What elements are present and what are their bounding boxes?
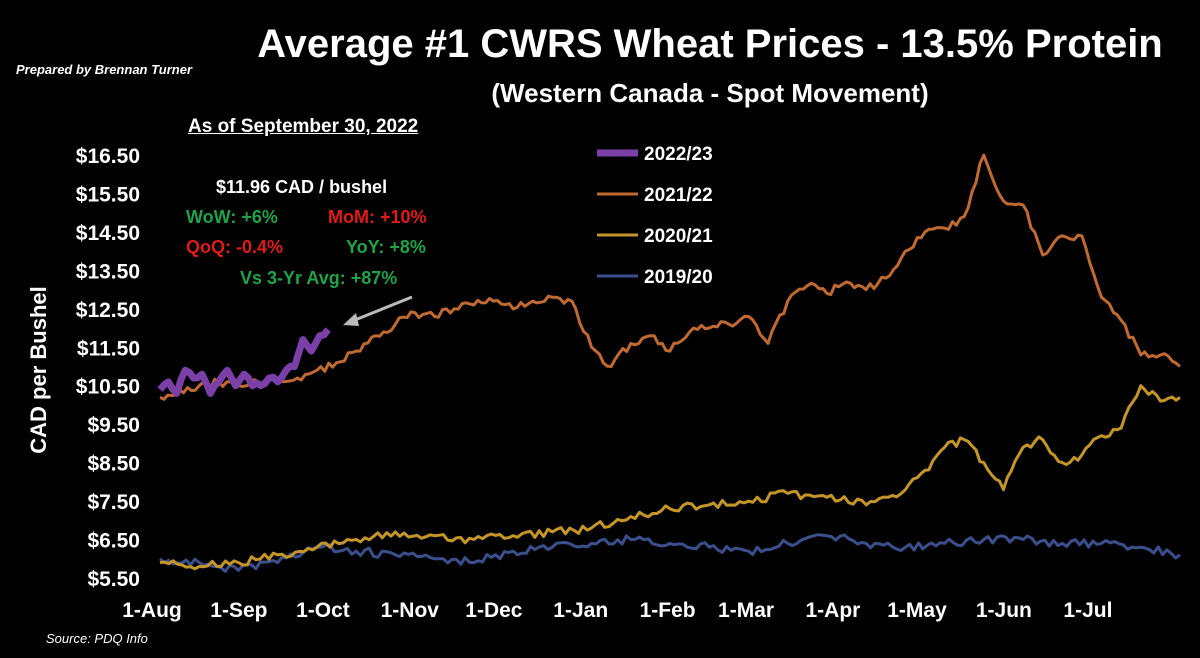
mom-change: MoM: +10% bbox=[328, 207, 427, 227]
y-tick-label: $13.50 bbox=[76, 260, 140, 283]
x-tick-label: 1-Dec bbox=[465, 599, 523, 622]
x-tick-label: 1-Feb bbox=[640, 599, 696, 622]
arrow-icon bbox=[343, 295, 413, 326]
x-axis-ticks: 1-Aug 1-Sep 1-Oct 1-Nov 1-Dec 1-Jan 1-Feb 1-Mar… bbox=[122, 599, 1112, 622]
x-tick-label: 1-Aug bbox=[122, 599, 182, 622]
legend: 2022/23 2021/22 2020/21 2019/20 bbox=[597, 144, 713, 288]
x-tick-label: 1-Jan bbox=[553, 599, 608, 622]
y-tick-label: $5.50 bbox=[87, 568, 140, 591]
source-note: Source: PDQ Info bbox=[46, 631, 148, 646]
legend-label: 2020/21 bbox=[644, 226, 713, 247]
y-tick-label: $16.50 bbox=[76, 145, 140, 168]
y-tick-label: $12.50 bbox=[76, 299, 140, 322]
y-tick-label: $8.50 bbox=[87, 453, 140, 476]
chart-subtitle: (Western Canada - Spot Movement) bbox=[491, 78, 929, 108]
series-line-2021-22 bbox=[159, 153, 1181, 401]
x-tick-label: 1-May bbox=[887, 599, 947, 622]
y-tick-label: $9.50 bbox=[87, 414, 140, 437]
y-axis-ticks: $5.50 $6.50 $7.50 $8.50 $9.50 $10.50 $11.50 $12… bbox=[76, 145, 140, 591]
yoy-change: YoY: +8% bbox=[346, 237, 426, 257]
y-tick-label: $11.50 bbox=[77, 337, 140, 360]
legend-label: 2019/20 bbox=[644, 267, 713, 288]
qoq-change: QoQ: -0.4% bbox=[186, 237, 284, 257]
x-tick-label: 1-Sep bbox=[210, 599, 267, 622]
y-axis-label: CAD per Bushel bbox=[26, 286, 51, 453]
y-tick-label: $14.50 bbox=[76, 222, 140, 245]
x-tick-label: 1-Apr bbox=[806, 599, 861, 622]
prepared-by-note: Prepared by Brennan Turner bbox=[16, 62, 193, 77]
y-tick-label: $10.50 bbox=[76, 376, 140, 399]
as-of-date: As of September 30, 2022 bbox=[188, 116, 419, 137]
x-tick-label: 1-Jul bbox=[1063, 599, 1112, 622]
vs-3yr-avg: Vs 3-Yr Avg: +87% bbox=[240, 268, 398, 288]
y-tick-label: $6.50 bbox=[87, 530, 140, 553]
x-tick-label: 1-Mar bbox=[718, 599, 774, 622]
chart-title: Average #1 CWRS Wheat Prices - 13.5% Pro… bbox=[257, 22, 1163, 66]
wow-change: WoW: +6% bbox=[186, 207, 278, 227]
series-line-2019-20 bbox=[159, 533, 1181, 573]
x-tick-label: 1-Jun bbox=[976, 599, 1032, 622]
series-lines bbox=[157, 153, 1181, 573]
series-line-2022-23 bbox=[157, 327, 331, 397]
series-line-2020-21 bbox=[159, 384, 1181, 571]
legend-label: 2022/23 bbox=[644, 144, 713, 165]
x-tick-label: 1-Nov bbox=[381, 599, 440, 622]
x-tick-label: 1-Oct bbox=[296, 599, 350, 622]
y-tick-label: $15.50 bbox=[76, 183, 140, 206]
legend-label: 2021/22 bbox=[644, 185, 713, 206]
y-tick-label: $7.50 bbox=[87, 491, 140, 514]
current-price: $11.96 CAD / bushel bbox=[216, 177, 388, 197]
